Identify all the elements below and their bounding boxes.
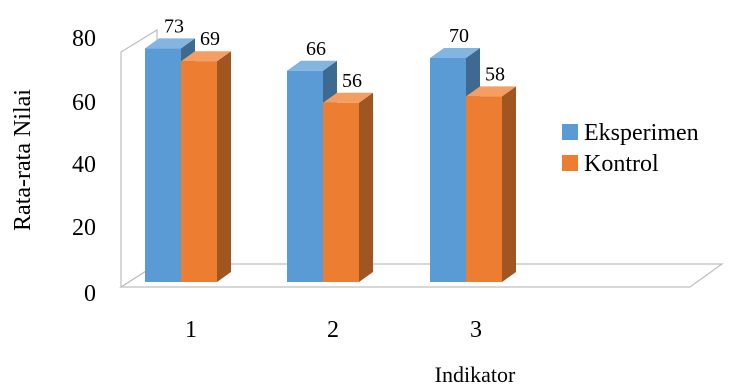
x-tick-label: 3 xyxy=(470,317,482,343)
bar-kontrol-3 xyxy=(466,86,516,283)
y-axis-ticks: 0 20 40 60 80 xyxy=(72,26,96,307)
legend-label-kontrol: Kontrol xyxy=(584,151,659,177)
legend-swatch-eksperimen xyxy=(562,124,578,140)
data-label: 69 xyxy=(200,28,220,50)
y-tick-label: 60 xyxy=(72,90,96,116)
x-axis-ticks: 1 2 3 xyxy=(185,317,482,343)
bar-kontrol-1 xyxy=(181,51,231,283)
data-label: 58 xyxy=(485,63,505,85)
y-axis-label: Rata-rata Nilai xyxy=(10,89,36,231)
y-tick-label: 80 xyxy=(72,26,96,52)
x-tick-label: 2 xyxy=(327,317,339,343)
x-axis-label: Indikator xyxy=(435,362,516,387)
y-tick-label: 0 xyxy=(84,281,96,307)
x-tick-label: 1 xyxy=(185,317,197,343)
bars: 73 69 66 56 70 58 xyxy=(145,15,516,283)
y-tick-label: 20 xyxy=(72,215,96,241)
y-tick-label: 40 xyxy=(72,152,96,178)
legend-label-eksperimen: Eksperimen xyxy=(584,120,699,146)
data-label: 66 xyxy=(306,38,326,60)
bar-kontrol-2 xyxy=(323,92,373,282)
legend: Eksperimen Kontrol xyxy=(562,120,699,177)
data-label: 73 xyxy=(164,15,184,37)
data-label: 56 xyxy=(342,70,362,92)
data-label: 70 xyxy=(449,25,469,47)
legend-swatch-kontrol xyxy=(562,155,578,171)
